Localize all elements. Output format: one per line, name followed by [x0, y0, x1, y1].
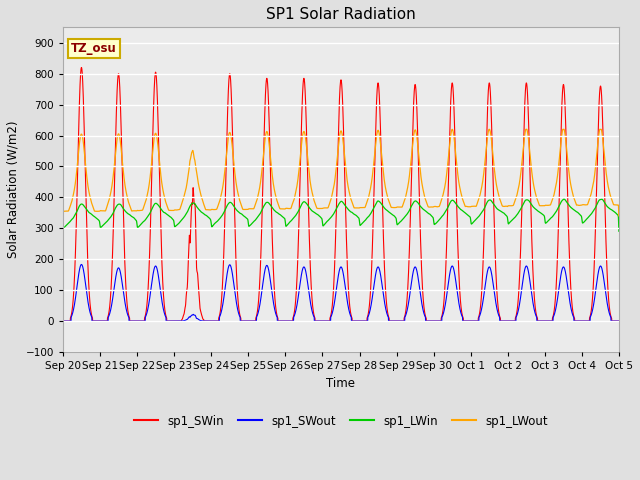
sp1_LWout [323, 205, 330, 211]
sp1_SWout [77, 262, 85, 267]
sp1_SWout [615, 318, 623, 324]
sp1_LWin [615, 228, 623, 234]
Y-axis label: Solar Radiation (W/m2): Solar Radiation (W/m2) [7, 121, 20, 258]
sp1_SWout [481, 283, 489, 288]
sp1_SWout [466, 318, 474, 324]
sp1_LWin [560, 196, 568, 202]
sp1_LWin [481, 204, 489, 210]
sp1_LWin [323, 219, 330, 225]
Text: TZ_osu: TZ_osu [71, 42, 117, 55]
sp1_SWout [592, 288, 600, 293]
Line: sp1_LWin: sp1_LWin [63, 199, 619, 231]
sp1_SWin [615, 318, 623, 324]
sp1_LWout [615, 213, 623, 219]
Line: sp1_SWout: sp1_SWout [63, 264, 619, 321]
sp1_LWin [59, 226, 67, 231]
sp1_SWout [323, 318, 330, 324]
sp1_SWin [466, 318, 474, 324]
sp1_SWout [248, 318, 256, 324]
sp1_LWout [59, 208, 67, 214]
sp1_LWout [481, 158, 489, 164]
sp1_LWout [465, 204, 473, 210]
sp1_LWin [615, 228, 623, 234]
sp1_LWin [465, 214, 473, 219]
sp1_LWout [585, 198, 593, 204]
sp1_SWin [77, 65, 85, 71]
Title: SP1 Solar Radiation: SP1 Solar Radiation [266, 7, 416, 22]
sp1_LWout [615, 213, 623, 219]
Line: sp1_LWout: sp1_LWout [63, 129, 619, 216]
sp1_LWout [248, 206, 256, 212]
sp1_SWin [323, 318, 330, 324]
sp1_LWin [592, 204, 600, 210]
sp1_SWout [59, 318, 67, 324]
sp1_LWin [585, 214, 593, 219]
sp1_SWout [585, 318, 593, 324]
Line: sp1_SWin: sp1_SWin [63, 68, 619, 321]
sp1_LWout [592, 162, 600, 168]
Legend: sp1_SWin, sp1_SWout, sp1_LWin, sp1_LWout: sp1_SWin, sp1_SWout, sp1_LWin, sp1_LWout [130, 410, 552, 432]
sp1_LWin [248, 221, 256, 227]
sp1_SWin [481, 190, 489, 195]
sp1_SWin [592, 216, 600, 222]
sp1_SWin [59, 318, 67, 324]
X-axis label: Time: Time [326, 376, 355, 390]
sp1_SWin [585, 318, 593, 324]
sp1_SWin [248, 318, 256, 324]
sp1_LWout [485, 126, 493, 132]
